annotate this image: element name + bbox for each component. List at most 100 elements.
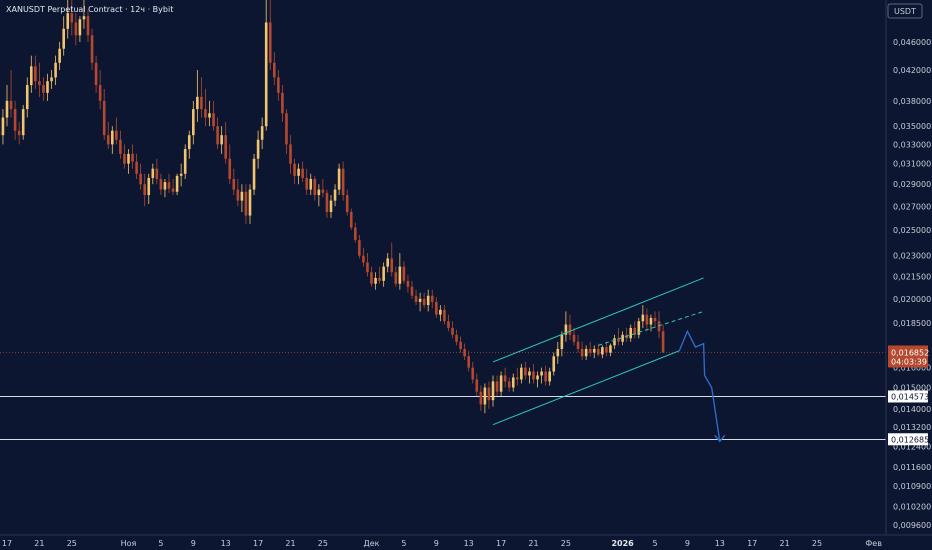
candle: [645, 308, 649, 332]
candle-body: [313, 178, 317, 196]
candle: [252, 153, 256, 196]
candle-body: [175, 175, 179, 192]
price-tick-label: 0,023000: [893, 252, 931, 261]
candle-body: [21, 109, 25, 136]
candle-body: [475, 379, 479, 392]
price-tick-label: 0,013200: [893, 423, 931, 432]
time-tick-label: 5: [158, 539, 163, 548]
candle: [637, 317, 641, 339]
candle-body: [50, 77, 53, 82]
candle: [455, 329, 458, 346]
candle: [475, 373, 479, 396]
candle-body: [354, 227, 357, 241]
candle-body: [447, 321, 450, 328]
candle: [94, 55, 98, 93]
candle: [86, 10, 90, 42]
price-tick-label: 0,042000: [893, 66, 931, 75]
candle-body: [115, 130, 118, 140]
candle-body: [649, 317, 653, 325]
candle: [143, 173, 146, 207]
candle: [459, 336, 462, 353]
candle-body: [252, 158, 256, 190]
candle: [479, 385, 483, 412]
candle: [139, 163, 142, 190]
candle-body: [62, 28, 65, 49]
candle: [430, 289, 434, 309]
candle-body: [507, 381, 511, 388]
price-tick-label: 0,010900: [893, 482, 931, 491]
candle: [131, 144, 134, 169]
candle-body: [167, 182, 171, 189]
candle-body: [345, 195, 349, 213]
price-tick-label: 0,012400: [893, 442, 931, 451]
current-price-label: 0,016852: [891, 349, 929, 358]
candle: [171, 178, 175, 196]
candle-body: [499, 375, 503, 392]
channel-lower-line[interactable]: [492, 350, 680, 426]
price-tick-label: 0,031000: [893, 160, 931, 169]
candle-body: [601, 347, 604, 355]
time-tick-label: 2026: [611, 539, 634, 548]
candle: [248, 184, 252, 224]
candle-body: [580, 348, 584, 357]
candle-body: [268, 22, 272, 63]
currency-badge[interactable]: USDT: [887, 3, 923, 19]
candle-body: [406, 280, 410, 287]
candle: [179, 163, 183, 187]
candle: [410, 280, 414, 299]
candle-body: [637, 321, 641, 335]
candle-body: [653, 317, 657, 322]
candle-body: [179, 173, 183, 176]
candle: [370, 266, 373, 287]
candle-body: [74, 22, 78, 36]
candle-body: [439, 309, 442, 315]
candle: [329, 195, 333, 218]
price-tick-label: 0,046000: [893, 38, 931, 47]
candle-body: [127, 153, 130, 164]
candle: [289, 135, 292, 174]
candle: [66, 0, 70, 39]
channel-mid-dashed-line[interactable]: [598, 310, 704, 346]
candle-body: [435, 301, 438, 315]
candle: [366, 253, 369, 277]
time-tick-label: Дек: [363, 539, 379, 548]
candle-body: [196, 96, 199, 110]
time-axis[interactable]: 17 21 25 Ноя 5 9 13 17 21 25 Дек 5 9 13 17 21 25 2026 5 9 13…: [0, 534, 932, 548]
candle: [313, 175, 317, 201]
candle-body: [641, 314, 645, 322]
candle: [183, 144, 187, 179]
candle-body: [414, 295, 418, 302]
candle-body: [42, 85, 45, 93]
candle: [443, 305, 446, 325]
candle: [588, 341, 592, 357]
time-tick-label: 13: [715, 539, 725, 548]
time-tick-label: 17: [496, 539, 506, 548]
candle-body: [119, 139, 122, 154]
candle-body: [232, 178, 236, 190]
candle: [349, 208, 353, 231]
candle-body: [192, 109, 195, 136]
candle: [212, 100, 215, 131]
candle-body: [370, 272, 373, 284]
candle-body: [536, 375, 539, 380]
price-tick-label: 0,038000: [893, 97, 931, 106]
price-axis[interactable]: 0,046000 0,042000 0,038000 0,035000 0,033000…: [885, 0, 931, 535]
candle-body: [524, 367, 527, 376]
time-tick-label: 21: [34, 539, 44, 548]
candle: [281, 85, 284, 122]
candle: [536, 371, 539, 388]
time-tick-label: 25: [561, 539, 571, 548]
candle-body: [248, 189, 252, 216]
projection-path[interactable]: [678, 329, 721, 442]
channel-upper-line[interactable]: [492, 277, 704, 363]
candle: [390, 242, 394, 277]
candle: [337, 163, 341, 196]
candle-body: [629, 327, 632, 339]
candle-body: [30, 66, 33, 86]
candle: [422, 292, 426, 309]
candle-body: [86, 16, 90, 36]
candle: [192, 100, 195, 145]
